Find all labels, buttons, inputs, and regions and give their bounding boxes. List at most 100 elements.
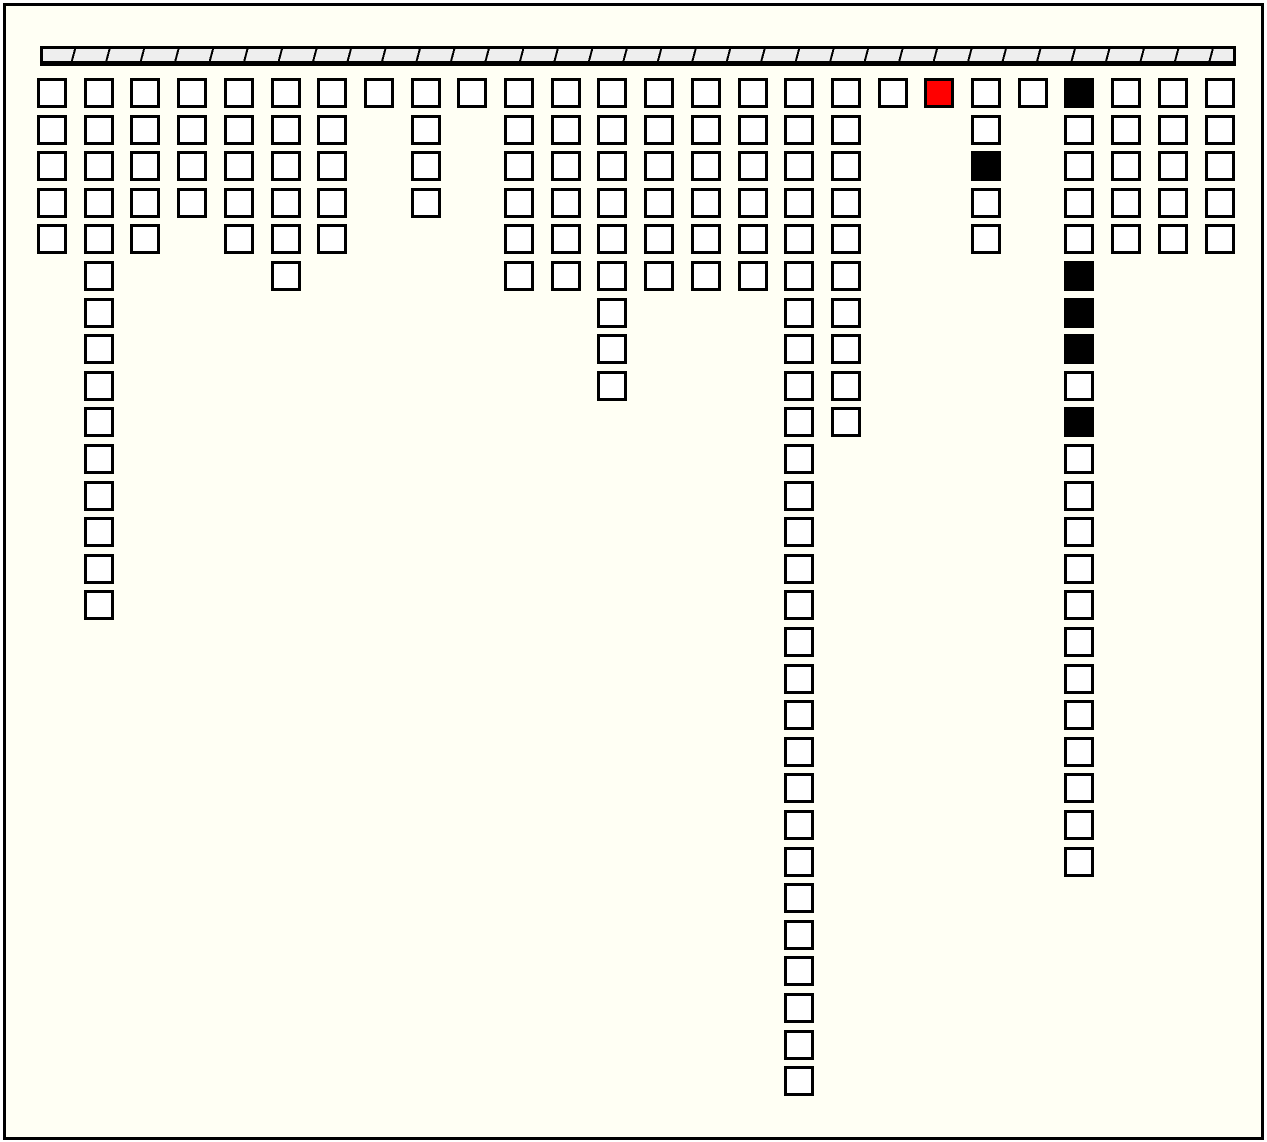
tile-col17-row14[interactable]	[784, 553, 815, 584]
tile-col4-row3[interactable]	[177, 151, 208, 182]
tile-col23-row12[interactable]	[1064, 480, 1095, 511]
tile-col23-row17[interactable]	[1064, 663, 1095, 694]
tile-col23-row11[interactable]	[1064, 444, 1095, 474]
tile-col11-row5[interactable]	[504, 224, 534, 255]
tile-col14-row4[interactable]	[644, 187, 675, 218]
tile-col23-row15[interactable]	[1064, 590, 1095, 621]
tile-col2-row9[interactable]	[83, 370, 114, 401]
tile-col21-row2[interactable]	[971, 114, 1001, 145]
tile-col14-row2[interactable]	[644, 114, 675, 145]
tile-col13-row5[interactable]	[597, 224, 628, 255]
tile-col12-row5[interactable]	[550, 224, 581, 255]
tile-col6-row4[interactable]	[270, 187, 301, 218]
tile-col5-row3[interactable]	[223, 151, 254, 182]
tile-col24-row3[interactable]	[1111, 151, 1142, 182]
tile-col2-row14[interactable]	[83, 553, 114, 584]
tile-col25-row2[interactable]	[1157, 114, 1188, 145]
tile-col17-row18[interactable]	[784, 700, 815, 731]
tile-col23-row8[interactable]	[1064, 334, 1095, 365]
tile-col13-row2[interactable]	[597, 114, 628, 145]
tile-col17-row10[interactable]	[784, 407, 815, 438]
tile-col17-row3[interactable]	[784, 151, 815, 182]
tile-col18-row2[interactable]	[830, 114, 861, 145]
tile-col26-row3[interactable]	[1204, 151, 1235, 182]
tile-col14-row6[interactable]	[644, 261, 675, 291]
tile-col6-row2[interactable]	[270, 114, 301, 145]
tile-col19-row1[interactable]	[877, 78, 908, 108]
tile-col17-row24[interactable]	[784, 919, 815, 950]
tile-col9-row4[interactable]	[410, 187, 441, 218]
tile-col13-row7[interactable]	[597, 297, 628, 328]
tile-col17-row6[interactable]	[784, 261, 815, 291]
tile-col7-row4[interactable]	[317, 187, 348, 218]
tile-col11-row1[interactable]	[504, 78, 534, 108]
tile-col17-row12[interactable]	[784, 480, 815, 511]
tile-col2-row5[interactable]	[83, 224, 114, 255]
tile-col17-row25[interactable]	[784, 956, 815, 987]
tile-col4-row2[interactable]	[177, 114, 208, 145]
tile-col16-row5[interactable]	[737, 224, 768, 255]
tile-col13-row4[interactable]	[597, 187, 628, 218]
tile-col23-row16[interactable]	[1064, 627, 1095, 657]
tile-col18-row10[interactable]	[830, 407, 861, 438]
tile-col15-row3[interactable]	[690, 151, 721, 182]
tile-col18-row5[interactable]	[830, 224, 861, 255]
tile-col24-row1[interactable]	[1111, 78, 1142, 108]
tile-col2-row11[interactable]	[83, 444, 114, 474]
tile-col25-row5[interactable]	[1157, 224, 1188, 255]
tile-col18-row3[interactable]	[830, 151, 861, 182]
tile-col5-row1[interactable]	[223, 78, 254, 108]
tile-col11-row6[interactable]	[504, 261, 534, 291]
tile-col23-row2[interactable]	[1064, 114, 1095, 145]
tile-col1-row4[interactable]	[37, 187, 67, 218]
tile-col23-row10[interactable]	[1064, 407, 1095, 438]
tile-col2-row6[interactable]	[83, 261, 114, 291]
tile-col3-row1[interactable]	[130, 78, 161, 108]
tile-col17-row22[interactable]	[784, 846, 815, 877]
tile-col12-row4[interactable]	[550, 187, 581, 218]
tile-col12-row1[interactable]	[550, 78, 581, 108]
tile-col25-row3[interactable]	[1157, 151, 1188, 182]
tile-col7-row5[interactable]	[317, 224, 348, 255]
tile-col15-row6[interactable]	[690, 261, 721, 291]
tile-col11-row4[interactable]	[504, 187, 534, 218]
tile-col13-row1[interactable]	[597, 78, 628, 108]
tile-col17-row4[interactable]	[784, 187, 815, 218]
tile-col1-row3[interactable]	[37, 151, 67, 182]
tile-col17-row2[interactable]	[784, 114, 815, 145]
tile-col12-row6[interactable]	[550, 261, 581, 291]
tile-col17-row11[interactable]	[784, 444, 815, 474]
tile-col20-row1[interactable]	[924, 78, 955, 108]
tile-col9-row2[interactable]	[410, 114, 441, 145]
tile-col18-row6[interactable]	[830, 261, 861, 291]
tile-col23-row1[interactable]	[1064, 78, 1095, 108]
tile-col15-row5[interactable]	[690, 224, 721, 255]
tile-col12-row3[interactable]	[550, 151, 581, 182]
tile-col16-row3[interactable]	[737, 151, 768, 182]
tile-col4-row1[interactable]	[177, 78, 208, 108]
tile-col2-row1[interactable]	[83, 78, 114, 108]
tile-col11-row2[interactable]	[504, 114, 534, 145]
tile-col9-row1[interactable]	[410, 78, 441, 108]
tile-col15-row2[interactable]	[690, 114, 721, 145]
tile-col7-row3[interactable]	[317, 151, 348, 182]
tile-col17-row8[interactable]	[784, 334, 815, 365]
tile-col2-row12[interactable]	[83, 480, 114, 511]
tile-col5-row5[interactable]	[223, 224, 254, 255]
tile-col17-row13[interactable]	[784, 517, 815, 548]
tile-col18-row1[interactable]	[830, 78, 861, 108]
tile-col18-row8[interactable]	[830, 334, 861, 365]
tile-col23-row22[interactable]	[1064, 846, 1095, 877]
tile-col14-row3[interactable]	[644, 151, 675, 182]
tile-col16-row4[interactable]	[737, 187, 768, 218]
tile-col17-row17[interactable]	[784, 663, 815, 694]
tile-col2-row10[interactable]	[83, 407, 114, 438]
tile-col2-row8[interactable]	[83, 334, 114, 365]
tile-col11-row3[interactable]	[504, 151, 534, 182]
tile-col15-row1[interactable]	[690, 78, 721, 108]
tile-col1-row1[interactable]	[37, 78, 67, 108]
tile-col2-row15[interactable]	[83, 590, 114, 621]
tile-col17-row19[interactable]	[784, 736, 815, 767]
tile-col8-row1[interactable]	[363, 78, 394, 108]
tile-col23-row21[interactable]	[1064, 810, 1095, 840]
